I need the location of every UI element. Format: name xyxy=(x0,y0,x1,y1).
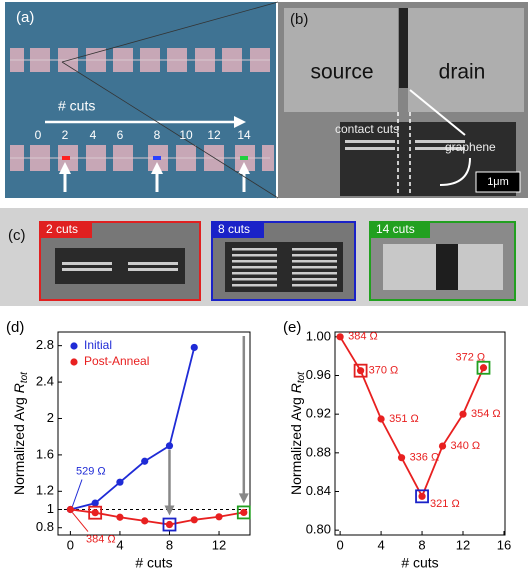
y-tick-label: 2.4 xyxy=(36,374,54,389)
cut-number: 4 xyxy=(90,128,97,142)
data-point xyxy=(418,493,425,500)
contact-cuts-label: contact cuts xyxy=(335,122,399,136)
y-label-symbol: R xyxy=(288,383,304,393)
data-point xyxy=(337,333,344,340)
legend-marker xyxy=(70,358,77,365)
cut-number: 14 xyxy=(237,128,251,142)
panel-label: (b) xyxy=(290,11,308,28)
arrow-head xyxy=(239,493,249,503)
annotation-line xyxy=(72,480,82,507)
point-label: 354 Ω xyxy=(471,408,501,420)
x-tick-label: 16 xyxy=(497,537,511,552)
y-tick-label: 1 xyxy=(47,501,54,516)
legend-label: Initial xyxy=(84,338,112,352)
annotation: 384 Ω xyxy=(86,533,116,545)
graphene-label: graphene xyxy=(445,140,496,154)
data-point xyxy=(166,442,173,449)
cut-number: 0 xyxy=(35,128,42,142)
y-tick-label: 0.84 xyxy=(306,483,331,498)
y-tick-label: 2.8 xyxy=(36,337,54,352)
data-point xyxy=(141,517,148,524)
data-point xyxy=(240,509,247,516)
arrow-head xyxy=(164,506,174,516)
data-point xyxy=(191,344,198,351)
x-tick-label: 8 xyxy=(166,537,173,552)
panel-label: (c) xyxy=(8,227,26,244)
scale-bar: 1μm xyxy=(487,176,509,188)
data-point xyxy=(92,509,99,516)
point-label: 351 Ω xyxy=(389,413,419,425)
data-point xyxy=(398,454,405,461)
panel-a: (a) # cuts 0 2 4 6 8 10 12 14 xyxy=(5,2,278,198)
x-tick-label: 4 xyxy=(377,537,384,552)
y-label-subscript: tot xyxy=(19,371,30,383)
data-point xyxy=(67,506,74,513)
cut-number: 12 xyxy=(207,128,221,142)
panel-b: (b) source drain contact cuts graphene 1… xyxy=(278,2,528,198)
x-axis-label: # cuts xyxy=(401,555,438,571)
y-axis-label: Normalized Avg Rtot xyxy=(288,371,307,495)
panel-label: (e) xyxy=(283,319,301,336)
x-tick-label: 12 xyxy=(212,537,226,552)
y-label-symbol: R xyxy=(11,383,27,393)
x-tick-label: 12 xyxy=(456,537,470,552)
cut-number: 8 xyxy=(154,128,161,142)
axis-title: # cuts xyxy=(58,98,95,114)
x-tick-label: 0 xyxy=(337,537,344,552)
cut-number: 10 xyxy=(179,128,193,142)
cut-tag: 14 cuts xyxy=(376,222,415,236)
x-tick-label: 0 xyxy=(67,537,74,552)
y-tick-label: 0.8 xyxy=(36,519,54,534)
data-point xyxy=(116,514,123,521)
annotation-line xyxy=(72,513,88,532)
data-point xyxy=(357,367,364,374)
data-point xyxy=(191,516,198,523)
y-label-text: Normalized Avg xyxy=(288,397,304,495)
data-point xyxy=(166,521,173,528)
data-point xyxy=(480,364,487,371)
x-tick-label: 4 xyxy=(116,537,123,552)
data-point xyxy=(141,458,148,465)
drain-label: drain xyxy=(439,61,486,84)
page: (a) # cuts 0 2 4 6 8 10 12 14 (b) source… xyxy=(0,0,528,582)
annotation: 529 Ω xyxy=(76,465,106,477)
cut-tag: 2 cuts xyxy=(46,222,78,236)
point-label: 370 Ω xyxy=(369,365,399,377)
y-tick-label: 1.2 xyxy=(36,483,54,498)
data-point xyxy=(377,415,384,422)
data-point xyxy=(439,442,446,449)
legend-label: Post-Anneal xyxy=(84,354,149,368)
data-point xyxy=(116,479,123,486)
y-tick-label: 0.88 xyxy=(306,444,331,459)
y-tick-label: 2 xyxy=(47,410,54,425)
x-axis-label: # cuts xyxy=(135,555,172,571)
figure: (a) # cuts 0 2 4 6 8 10 12 14 (b) source… xyxy=(0,0,528,577)
point-label: 340 Ω xyxy=(451,440,481,452)
point-label: 321 Ω xyxy=(430,498,460,510)
y-label-subscript: tot xyxy=(296,371,307,383)
data-point xyxy=(92,500,99,507)
y-tick-label: 1.6 xyxy=(36,446,54,461)
series-line xyxy=(70,347,194,509)
panel-c: (c) 2 cuts 8 cuts 14 cuts xyxy=(0,208,528,306)
y-tick-label: 0.80 xyxy=(306,522,331,537)
point-label: 336 Ω xyxy=(410,452,440,464)
panel-label: (d) xyxy=(6,319,24,336)
cut-number: 2 xyxy=(62,128,69,142)
legend-marker xyxy=(70,342,77,349)
source-label: source xyxy=(310,61,373,84)
point-label: 384 Ω xyxy=(348,331,378,343)
y-label-text: Normalized Avg xyxy=(11,397,27,495)
y-tick-label: 1.00 xyxy=(306,328,331,343)
cut-number: 6 xyxy=(117,128,124,142)
data-point xyxy=(215,513,222,520)
cut-tag: 8 cuts xyxy=(218,222,250,236)
panel-label: (a) xyxy=(16,9,34,26)
y-tick-label: 0.96 xyxy=(306,367,331,382)
x-tick-label: 8 xyxy=(418,537,425,552)
y-axis-label: Normalized Avg Rtot xyxy=(11,371,30,495)
data-point xyxy=(459,411,466,418)
y-tick-label: 0.92 xyxy=(306,406,331,421)
